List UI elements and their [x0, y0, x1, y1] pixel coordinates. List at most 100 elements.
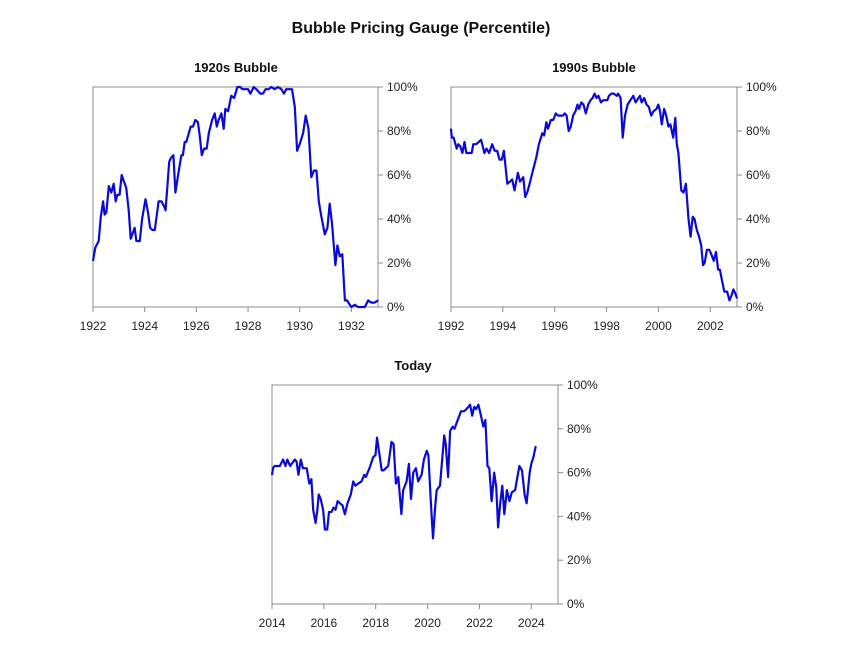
data-point	[566, 115, 568, 117]
data-point	[400, 513, 402, 515]
data-point	[632, 95, 634, 97]
data-point	[332, 507, 335, 509]
data-point	[285, 88, 287, 90]
main-title: Bubble Pricing Gauge (Percentile)	[291, 20, 551, 37]
data-point	[324, 233, 326, 235]
data-point	[557, 115, 559, 117]
data-point	[151, 229, 154, 231]
data-point	[589, 99, 592, 101]
y-tick-label: 80%	[387, 124, 411, 138]
y-tick-label: 20%	[387, 256, 411, 270]
data-point	[677, 152, 679, 154]
data-point	[463, 410, 465, 412]
data-point	[547, 128, 549, 130]
data-point	[453, 428, 456, 430]
data-point	[514, 489, 516, 491]
data-point	[320, 498, 322, 500]
data-point	[339, 502, 341, 504]
data-point	[613, 93, 615, 95]
data-point	[367, 299, 369, 301]
data-point	[344, 513, 346, 515]
data-point	[503, 513, 505, 515]
data-point	[334, 509, 337, 511]
data-point	[685, 183, 687, 185]
data-point	[216, 126, 218, 128]
data-point	[315, 170, 318, 172]
data-point	[648, 106, 650, 108]
data-point	[736, 297, 738, 299]
data-point	[488, 467, 490, 469]
data-point	[535, 156, 537, 158]
data-point	[698, 236, 700, 238]
data-point	[457, 419, 459, 421]
data-point	[626, 104, 629, 106]
data-point	[172, 154, 174, 156]
data-point	[273, 465, 276, 467]
data-point	[227, 110, 229, 112]
data-point	[268, 88, 270, 90]
data-point	[192, 126, 194, 128]
data-point	[168, 161, 170, 163]
data-point	[468, 152, 471, 154]
data-point	[206, 148, 208, 150]
data-point	[451, 137, 453, 139]
data-point	[94, 247, 96, 249]
data-point	[434, 507, 436, 509]
data-point	[501, 485, 503, 487]
data-point	[715, 251, 717, 253]
y-tick-label: 100%	[567, 378, 598, 392]
data-point	[480, 139, 482, 141]
chart-title: Today	[394, 358, 432, 373]
y-tick-label: 60%	[746, 168, 770, 182]
data-point	[643, 97, 645, 99]
data-point	[469, 404, 471, 406]
x-tick-label: 1998	[593, 319, 620, 333]
data-point	[485, 148, 488, 150]
x-tick-label: 2000	[645, 319, 672, 333]
data-point	[734, 293, 737, 295]
data-point	[280, 88, 282, 90]
data-point	[289, 88, 291, 90]
x-tick-label: 2022	[466, 616, 493, 630]
data-point	[708, 249, 710, 251]
data-point	[689, 236, 692, 238]
data-point	[717, 269, 719, 271]
data-point	[432, 537, 434, 539]
data-point	[337, 500, 339, 502]
data-point	[272, 467, 274, 469]
data-point	[550, 119, 552, 121]
y-tick-label: 60%	[567, 466, 591, 480]
data-point	[562, 115, 564, 117]
data-point	[377, 299, 379, 301]
data-point	[693, 218, 696, 220]
data-point	[217, 119, 220, 121]
y-tick-label: 80%	[567, 422, 591, 436]
data-point	[354, 304, 356, 306]
data-point	[730, 295, 732, 297]
y-tick-label: 0%	[567, 597, 585, 611]
data-point	[318, 200, 320, 202]
data-point	[501, 159, 503, 161]
data-point	[541, 132, 543, 134]
data-point	[341, 504, 344, 507]
data-point	[165, 209, 167, 211]
data-point	[585, 112, 587, 114]
data-point	[535, 445, 537, 447]
data-point	[508, 500, 511, 502]
data-point	[330, 511, 332, 513]
data-point	[665, 115, 667, 117]
data-point	[305, 115, 307, 117]
data-point	[402, 489, 404, 491]
data-point	[130, 238, 132, 240]
data-point	[478, 141, 480, 143]
y-tick-label: 20%	[567, 553, 591, 567]
data-point	[307, 128, 310, 130]
data-point	[310, 478, 313, 480]
plot-area	[271, 384, 559, 605]
data-point	[233, 97, 235, 99]
data-point	[271, 474, 273, 476]
data-point	[393, 443, 395, 445]
data-point	[710, 253, 712, 255]
data-point	[608, 95, 610, 97]
data-point	[299, 143, 301, 145]
